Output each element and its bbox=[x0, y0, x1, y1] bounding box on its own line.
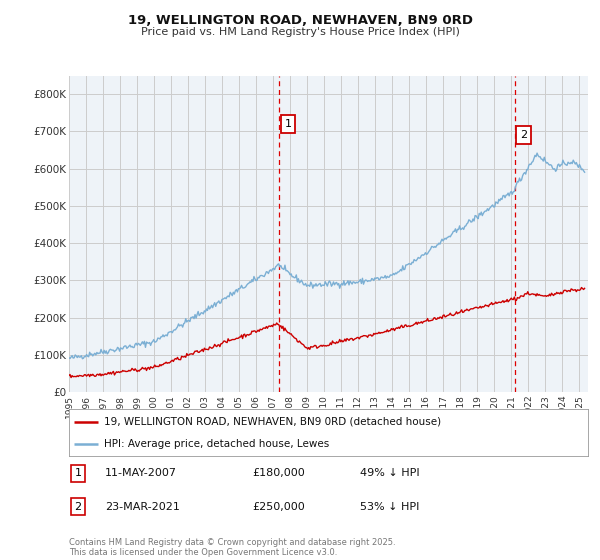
Text: 19, WELLINGTON ROAD, NEWHAVEN, BN9 0RD (detached house): 19, WELLINGTON ROAD, NEWHAVEN, BN9 0RD (… bbox=[104, 417, 442, 427]
Text: 2: 2 bbox=[74, 502, 82, 512]
Text: £250,000: £250,000 bbox=[252, 502, 305, 512]
Text: 1: 1 bbox=[74, 468, 82, 478]
Text: Price paid vs. HM Land Registry's House Price Index (HPI): Price paid vs. HM Land Registry's House … bbox=[140, 27, 460, 37]
Text: 53% ↓ HPI: 53% ↓ HPI bbox=[360, 502, 419, 512]
Text: 49% ↓ HPI: 49% ↓ HPI bbox=[360, 468, 419, 478]
Text: 19, WELLINGTON ROAD, NEWHAVEN, BN9 0RD: 19, WELLINGTON ROAD, NEWHAVEN, BN9 0RD bbox=[128, 14, 473, 27]
Text: 11-MAY-2007: 11-MAY-2007 bbox=[105, 468, 177, 478]
Text: 23-MAR-2021: 23-MAR-2021 bbox=[105, 502, 180, 512]
Text: HPI: Average price, detached house, Lewes: HPI: Average price, detached house, Lewe… bbox=[104, 438, 329, 449]
Text: 2: 2 bbox=[520, 130, 527, 140]
Text: 1: 1 bbox=[284, 119, 292, 129]
Text: Contains HM Land Registry data © Crown copyright and database right 2025.
This d: Contains HM Land Registry data © Crown c… bbox=[69, 538, 395, 557]
Text: £180,000: £180,000 bbox=[252, 468, 305, 478]
